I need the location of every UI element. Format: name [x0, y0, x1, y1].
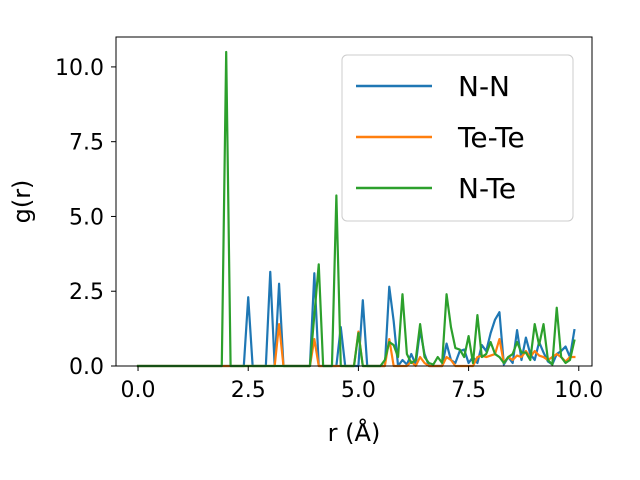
y-axis-ticks: 0.0 2.5 5.0 7.5 10.0 — [55, 56, 116, 380]
x-tick-label: 0.0 — [121, 378, 156, 403]
y-tick-label: 7.5 — [69, 131, 104, 156]
y-tick-label: 5.0 — [69, 205, 104, 230]
legend-label-n-n: N-N — [458, 70, 510, 103]
axes-frame — [115, 36, 593, 367]
legend: N-N Te-Te N-Te — [341, 54, 574, 222]
x-tick-label: 5.0 — [341, 378, 376, 403]
x-axis-ticks: 0.0 2.5 5.0 7.5 10.0 — [121, 366, 603, 403]
y-tick-label: 0.0 — [69, 355, 104, 380]
y-axis-label: g(r) — [8, 180, 36, 224]
y-tick-label: 10.0 — [55, 56, 104, 81]
legend-entries: N-N Te-Te N-Te — [356, 70, 525, 205]
x-tick-label: 10.0 — [554, 378, 603, 403]
x-axis-label: r (Å) — [328, 418, 381, 447]
x-tick-label: 2.5 — [231, 378, 266, 403]
legend-box — [341, 54, 574, 222]
legend-label-te-te: Te-Te — [457, 121, 525, 154]
y-tick-label: 2.5 — [69, 280, 104, 305]
legend-label-n-te: N-Te — [458, 172, 516, 205]
x-tick-label: 7.5 — [451, 378, 486, 403]
